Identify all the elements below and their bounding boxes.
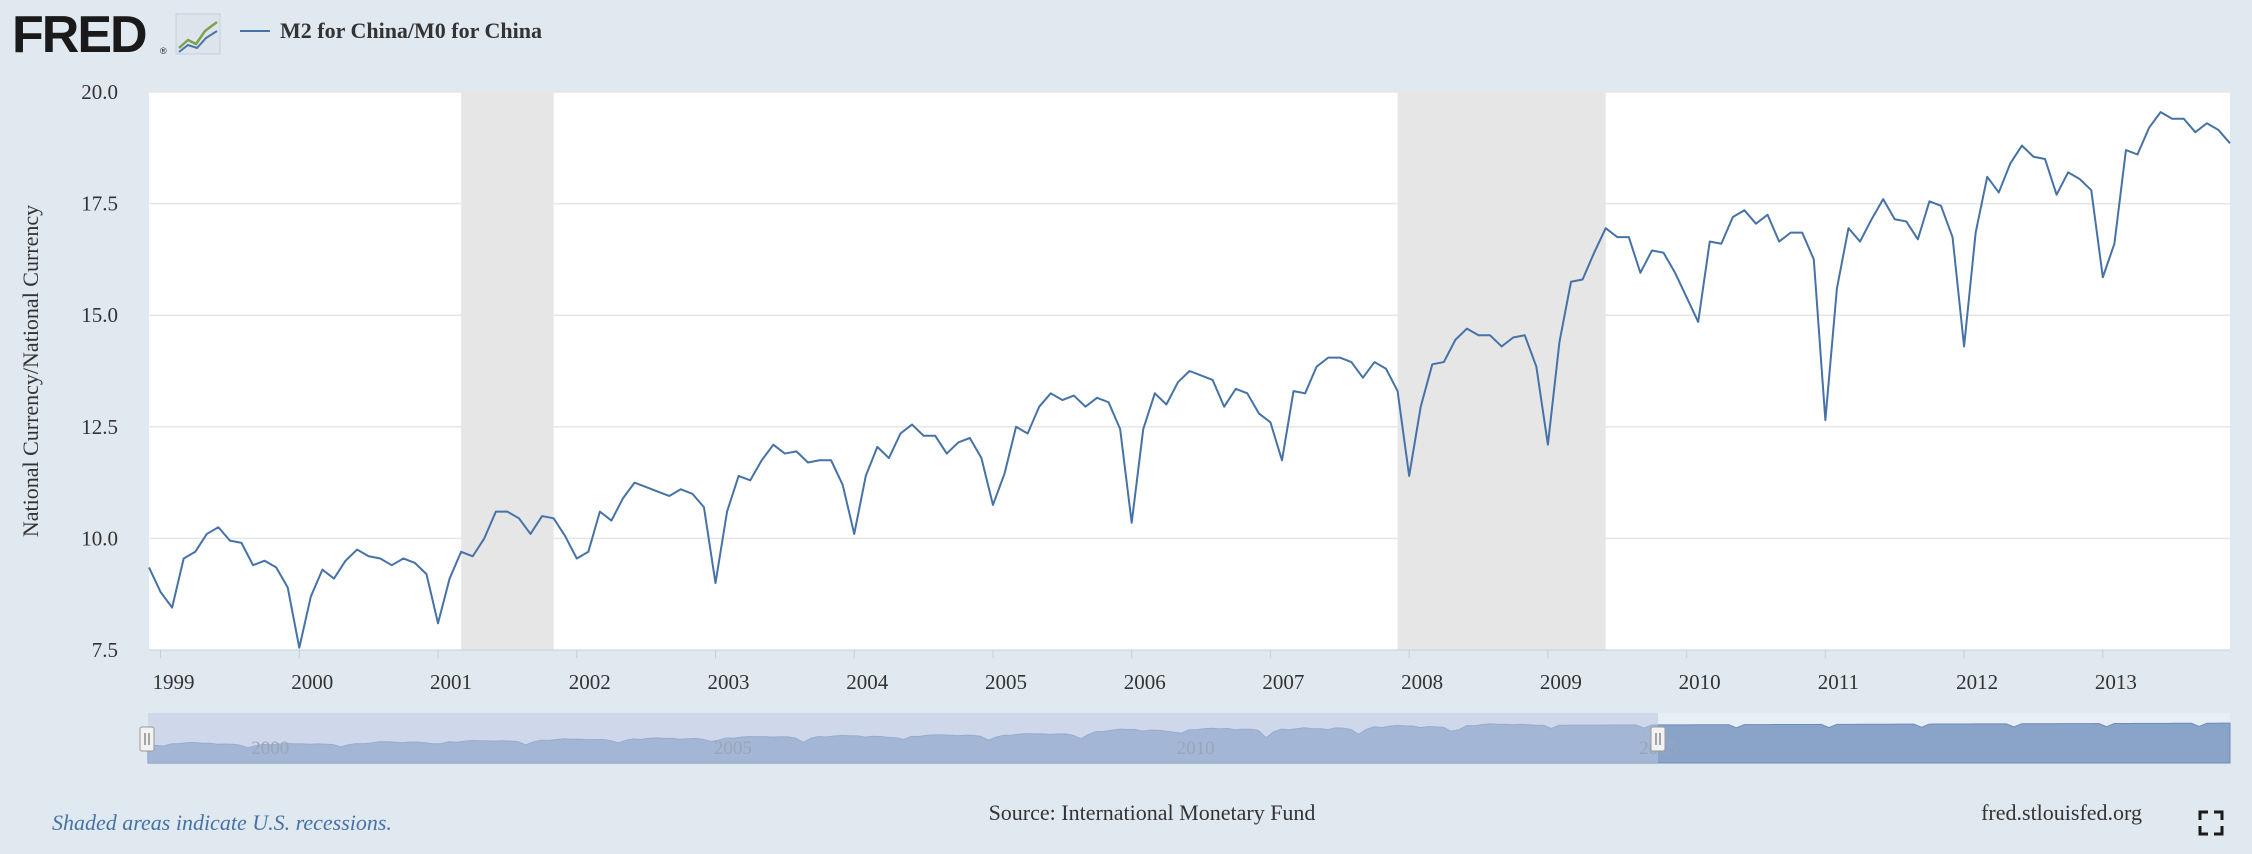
legend-label: M2 for China/M0 for China: [280, 18, 542, 43]
navigator[interactable]: 2000200520102015: [139, 713, 2231, 764]
y-tick-label: 17.5: [81, 192, 118, 216]
recession-band-1: [461, 92, 554, 650]
x-tick-label: 2010: [1679, 670, 1721, 694]
x-tick-label: 2009: [1540, 670, 1582, 694]
x-tick-label: 2000: [291, 670, 333, 694]
x-tick-label: 2011: [1818, 670, 1859, 694]
line-chart-icon: [175, 13, 221, 55]
fred-logo[interactable]: FRED ®: [12, 6, 221, 64]
x-tick-label: 2005: [985, 670, 1027, 694]
y-axis-ticks: 7.5 10.0 12.5 15.0 17.5 20.0: [81, 80, 118, 662]
y-tick-label: 15.0: [81, 303, 118, 327]
recession-band-2: [1397, 92, 1606, 650]
y-tick-label: 10.0: [81, 526, 118, 550]
y-gridlines: [149, 91, 2230, 540]
navigator-handle-left[interactable]: [139, 726, 155, 752]
x-tick-label: 2006: [1124, 670, 1166, 694]
y-tick-label: 7.5: [92, 638, 118, 662]
x-tick-label: 2004: [846, 670, 889, 694]
series-line-m2-m0-china[interactable]: [148, 111, 2231, 649]
navigator-year-label: 2005: [714, 738, 752, 759]
recession-note: Shaded areas indicate U.S. recessions.: [52, 810, 392, 835]
y-axis-label: National Currency/National Currency: [18, 205, 43, 537]
x-tick-label: 2002: [569, 670, 611, 694]
x-tick-label: 2001: [430, 670, 472, 694]
fred-logo-text: FRED: [12, 6, 146, 64]
y-tick-label: 12.5: [81, 415, 118, 439]
x-tick-label: 2013: [2095, 670, 2137, 694]
x-tick-label: 2003: [707, 670, 749, 694]
x-axis-ticks: 1999 2000 2001 2002 2003 2004 2005 2006 2007 2008…: [153, 650, 2137, 694]
x-tick-label: 2012: [1956, 670, 1998, 694]
x-tick-label: 1999: [153, 670, 195, 694]
y-tick-label: 20.0: [81, 80, 118, 104]
navigator-year-label: 2010: [1177, 738, 1215, 759]
source-credit: Source: International Monetary Fund: [989, 800, 1316, 825]
registered-mark: ®: [160, 46, 167, 56]
fullscreen-icon[interactable]: [2196, 808, 2226, 838]
x-tick-label: 2008: [1401, 670, 1443, 694]
navigator-selected-mask: [148, 713, 1658, 763]
navigator-handle-right[interactable]: [1650, 726, 1666, 752]
navigator-year-label: 2000: [251, 738, 289, 759]
x-tick-label: 2007: [1262, 670, 1304, 694]
legend[interactable]: M2 for China/M0 for China: [240, 18, 542, 43]
recession-shading: [461, 92, 1606, 650]
site-credit[interactable]: fred.stlouisfed.org: [1981, 800, 2142, 825]
